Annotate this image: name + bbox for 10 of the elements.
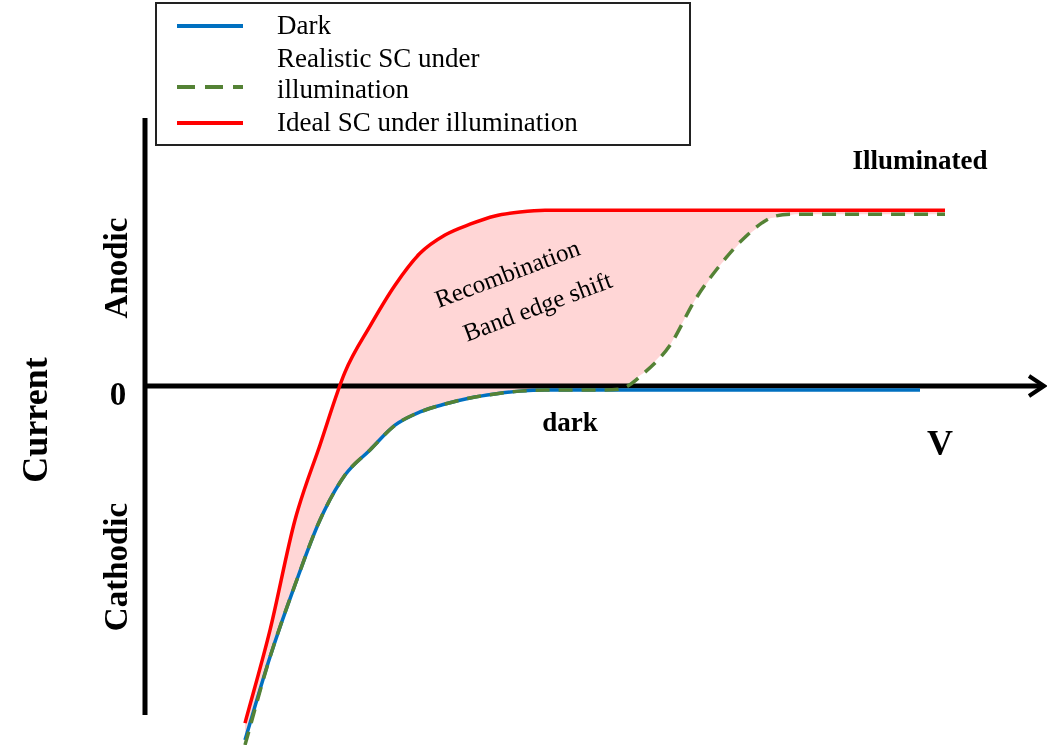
- legend-label: Ideal SC under illumination: [277, 107, 578, 138]
- annotation: dark: [542, 406, 598, 437]
- x-axis-title: V: [927, 423, 953, 464]
- legend-label: Realistic SC under illumination: [277, 43, 481, 105]
- text: Cathodic: [97, 502, 134, 632]
- legend-label: Dark: [277, 10, 331, 41]
- text: 0: [109, 375, 127, 412]
- y-axis-title: Current: [15, 357, 56, 483]
- text: Illuminated: [852, 144, 988, 175]
- text: Anodic: [97, 217, 134, 319]
